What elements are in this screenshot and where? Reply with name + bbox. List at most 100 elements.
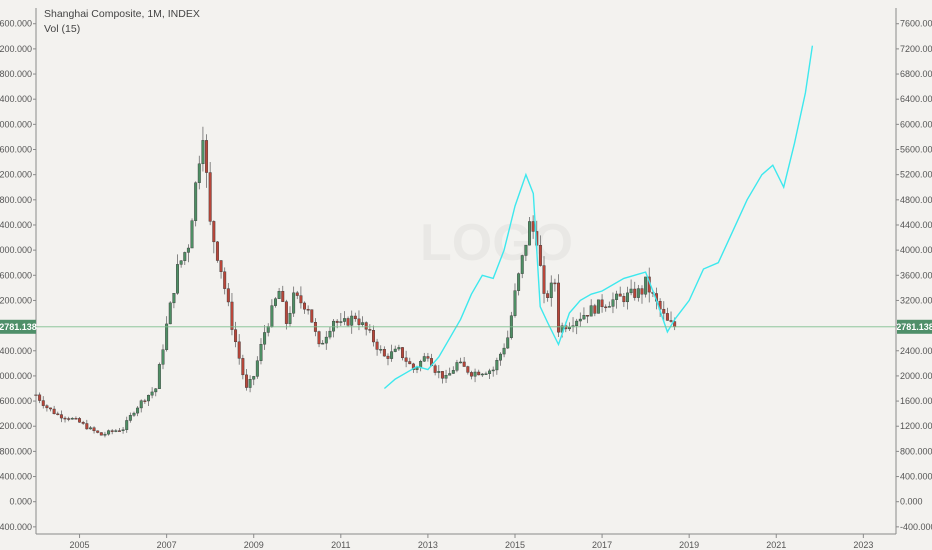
- y-tick-label-right: 0.000: [900, 497, 923, 507]
- y-tick-label-left: 6000.000: [0, 119, 32, 129]
- y-tick-label-left: 3600.000: [0, 270, 32, 280]
- candle-down: [223, 271, 227, 289]
- candle-up: [499, 353, 502, 361]
- candle-up: [390, 351, 394, 359]
- candle-up: [190, 220, 194, 249]
- candle-down: [640, 288, 644, 295]
- y-tick-label-right: 3600.000: [900, 270, 932, 280]
- candle-up: [437, 371, 441, 373]
- candle-down: [317, 331, 321, 345]
- candle-up: [274, 298, 277, 306]
- candle-down: [353, 315, 357, 320]
- candle-up: [520, 255, 524, 274]
- candle-up: [444, 375, 448, 379]
- candle-up: [168, 302, 172, 325]
- x-tick-label: 2019: [679, 540, 699, 550]
- candle-up: [342, 318, 346, 322]
- y-tick-label-right: 2400.000: [900, 346, 932, 356]
- y-tick-label-right: 4400.000: [900, 220, 932, 230]
- candle-down: [557, 282, 561, 333]
- candle-down: [462, 361, 466, 367]
- candle-down: [230, 301, 234, 330]
- y-tick-label-right: 7600.000: [900, 19, 932, 29]
- chart-legend: Shanghai Composite, 1M, INDEX Vol (15): [44, 7, 200, 37]
- y-tick-label-left: 7200.000: [0, 44, 32, 54]
- candle-up: [172, 293, 176, 304]
- candle-down: [669, 320, 673, 322]
- y-tick-label-left: 800.000: [0, 446, 32, 456]
- candle-down: [382, 349, 386, 357]
- candle-up: [103, 433, 107, 436]
- candle-up: [136, 407, 140, 414]
- y-tick-label-right: 4800.000: [900, 195, 932, 205]
- x-tick-label: 2013: [418, 540, 438, 550]
- candle-down: [49, 407, 52, 410]
- candle-up: [575, 320, 579, 326]
- x-tick-label: 2011: [331, 540, 350, 550]
- y-tick-label-right: 800.000: [900, 446, 932, 456]
- candle-up: [186, 247, 190, 253]
- candle-up: [488, 370, 492, 374]
- chart-title: Shanghai Composite, 1M, INDEX: [44, 8, 200, 20]
- candle-down: [205, 140, 209, 173]
- candle-down: [78, 418, 82, 423]
- candle-down: [440, 371, 444, 379]
- x-tick-label: 2007: [157, 540, 177, 550]
- candle-down: [281, 291, 285, 302]
- candle-up: [524, 244, 528, 256]
- y-tick-label-left: 6400.000: [0, 94, 32, 104]
- y-tick-label-right: 4000.000: [900, 245, 932, 255]
- candle-up: [139, 400, 143, 409]
- candle-up: [626, 292, 629, 303]
- candle-down: [593, 305, 597, 314]
- candle-down: [56, 413, 60, 416]
- candle-down: [622, 296, 626, 303]
- candle-up: [157, 364, 161, 389]
- y-tick-label-left: 2000.000: [0, 371, 32, 381]
- candle-up: [480, 373, 484, 376]
- candle-down: [219, 260, 223, 272]
- candle-up: [125, 420, 129, 430]
- y-tick-label-right: 5600.000: [900, 145, 932, 155]
- candle-up: [578, 318, 582, 322]
- candle-down: [96, 430, 100, 433]
- y-tick-label-right: 2000.000: [900, 371, 932, 381]
- y-tick-label-left: 6800.000: [0, 69, 32, 79]
- indicator-label: Vol (15): [44, 23, 81, 35]
- last-price-badge-left: [0, 319, 36, 334]
- candle-down: [244, 374, 248, 388]
- candle-down: [426, 356, 430, 359]
- y-tick-label-right: 6000.000: [900, 119, 932, 129]
- candle-down: [81, 422, 85, 424]
- candle-down: [477, 371, 481, 376]
- candle-down: [99, 432, 103, 436]
- candle-down: [368, 329, 372, 331]
- last-price-label-right: 2781.138: [896, 322, 932, 332]
- candle-up: [150, 391, 154, 396]
- y-tick-label-left: 4000.000: [0, 245, 32, 255]
- candle-up: [332, 320, 336, 332]
- candle-up: [194, 182, 198, 221]
- candle-down: [546, 293, 550, 298]
- candle-down: [208, 172, 212, 222]
- candle-down: [633, 288, 637, 298]
- candle-down: [284, 301, 288, 324]
- candle-up: [201, 140, 205, 165]
- candle-up: [132, 412, 136, 416]
- y-tick-label-left: 5200.000: [0, 170, 32, 180]
- candle-up: [393, 348, 397, 352]
- candle-up: [615, 293, 619, 300]
- candle-up: [266, 326, 270, 333]
- candle-down: [52, 408, 56, 415]
- candle-up: [422, 356, 426, 362]
- candle-down: [466, 366, 470, 373]
- y-tick-label-right: 6800.000: [900, 69, 932, 79]
- candle-down: [59, 414, 63, 419]
- candle-down: [542, 265, 546, 294]
- candle-up: [328, 330, 332, 338]
- candle-down: [143, 400, 147, 402]
- x-tick-label: 2015: [505, 540, 525, 550]
- x-tick-label: 2005: [70, 540, 90, 550]
- watermark: LOGO: [420, 214, 573, 272]
